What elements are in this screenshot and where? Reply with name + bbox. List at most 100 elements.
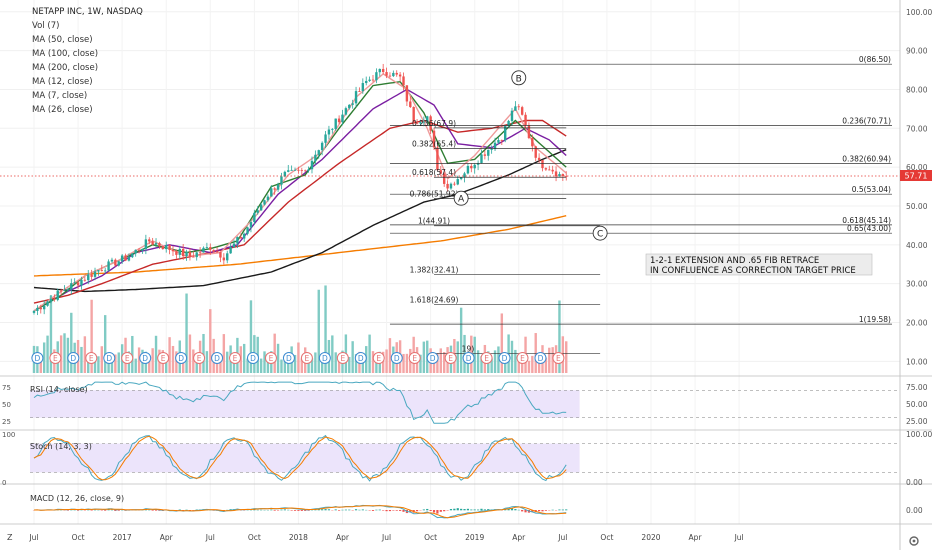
- macd-histogram-bar: [399, 510, 402, 511]
- volume-bar: [297, 342, 300, 373]
- candle-body: [83, 279, 87, 281]
- candle-body: [324, 134, 327, 143]
- time-tick-label: Apr: [512, 533, 526, 542]
- volume-bar: [110, 355, 114, 373]
- rsi-band: [30, 390, 580, 418]
- earnings-marker-label: D: [214, 354, 220, 363]
- volume-bar: [531, 355, 534, 373]
- macd-histogram-bar: [551, 509, 554, 511]
- macd-histogram-bar: [541, 510, 544, 512]
- candle-body: [317, 150, 320, 155]
- wave-label: B: [516, 74, 522, 84]
- candle-body: [378, 68, 381, 73]
- macd-histogram-bar: [480, 508, 483, 511]
- candle-body: [124, 255, 127, 261]
- candle-body: [161, 246, 165, 250]
- stoch-left-tick: 100: [2, 431, 15, 439]
- macd-histogram-bar: [565, 509, 568, 511]
- earnings-marker-label: E: [484, 354, 489, 363]
- earnings-marker-label: D: [502, 354, 508, 363]
- candle-body: [541, 159, 544, 169]
- macd-histogram-bar: [378, 509, 381, 511]
- candle-body: [49, 298, 53, 302]
- volume-bar: [517, 358, 520, 373]
- volume-bar: [432, 359, 436, 373]
- macd-histogram-bar: [290, 510, 293, 511]
- price-tick-label: 10.00: [906, 357, 928, 366]
- volume-bar: [500, 313, 504, 373]
- volume-bar: [456, 341, 459, 373]
- time-tick-label: Jul: [28, 533, 38, 542]
- macd-histogram-bar: [466, 508, 470, 511]
- volume-bar: [439, 348, 442, 373]
- price-tick-label: 80.00: [906, 85, 928, 94]
- candle-body: [107, 261, 110, 271]
- volume-bar: [334, 352, 337, 373]
- volume-bar: [117, 352, 120, 373]
- macd-histogram-bar: [538, 510, 541, 512]
- candle-body: [456, 179, 459, 185]
- earnings-marker: [211, 352, 224, 364]
- time-tick-label: 2020: [641, 533, 660, 542]
- time-tick-label: Apr: [336, 533, 350, 542]
- macd-histogram-bar: [104, 510, 107, 511]
- macd-histogram-bar: [483, 509, 486, 511]
- candle-body: [222, 257, 226, 261]
- volume-bar: [131, 335, 134, 373]
- macd-histogram-bar: [297, 510, 300, 511]
- earnings-marker-label: E: [161, 354, 166, 363]
- volume-bar: [480, 356, 483, 373]
- macd-histogram-bar: [473, 509, 476, 511]
- candle-body: [229, 247, 232, 254]
- candle-body: [398, 74, 402, 77]
- candle-body: [249, 222, 253, 228]
- macd-histogram-bar: [392, 510, 395, 511]
- macd-histogram-bar: [249, 509, 253, 511]
- ma-line: [33, 88, 567, 312]
- macd-histogram-bar: [385, 510, 388, 512]
- earnings-marker-label: D: [34, 354, 40, 363]
- candle-body: [565, 175, 568, 177]
- candle-body: [39, 307, 42, 310]
- volume-bar: [510, 340, 514, 373]
- candle-body: [392, 72, 395, 77]
- earnings-marker: [229, 352, 242, 364]
- candle-body: [73, 282, 76, 284]
- macd-histogram-bar: [409, 510, 412, 513]
- candle-body: [334, 118, 337, 129]
- volume-bar: [527, 360, 531, 373]
- candle-body: [351, 103, 354, 105]
- macd-histogram-bar: [151, 510, 154, 511]
- macd-histogram-bar: [280, 509, 283, 511]
- earnings-marker: [390, 352, 403, 364]
- volume-bar: [188, 334, 192, 373]
- macd-histogram-bar: [476, 509, 480, 511]
- candle-body: [365, 80, 368, 84]
- stoch-tick-label: 0.00: [906, 478, 923, 487]
- candle-body: [510, 110, 514, 121]
- volume-bar: [100, 346, 103, 373]
- earnings-marker-label: E: [125, 354, 130, 363]
- candle-body: [476, 162, 480, 165]
- candle-body: [188, 251, 192, 257]
- macd-histogram-bar: [510, 508, 514, 511]
- earnings-marker: [498, 352, 511, 364]
- candle-body: [232, 243, 236, 248]
- volume-bar: [93, 356, 97, 373]
- candle-body: [127, 257, 131, 261]
- volume-bar: [171, 345, 175, 373]
- candle-body: [432, 130, 436, 148]
- macd-histogram-bar: [443, 510, 446, 512]
- earnings-marker-label: D: [70, 354, 76, 363]
- volume-bar: [320, 356, 324, 373]
- macd-histogram-bar: [260, 509, 263, 511]
- earnings-marker: [121, 352, 134, 364]
- candle-body: [361, 83, 365, 92]
- earnings-marker-label: D: [322, 354, 328, 363]
- volume-bar: [266, 354, 270, 373]
- volume-bar: [534, 333, 537, 373]
- gear-icon[interactable]: [909, 536, 919, 546]
- fib-label: 1.382(32.41): [410, 265, 459, 274]
